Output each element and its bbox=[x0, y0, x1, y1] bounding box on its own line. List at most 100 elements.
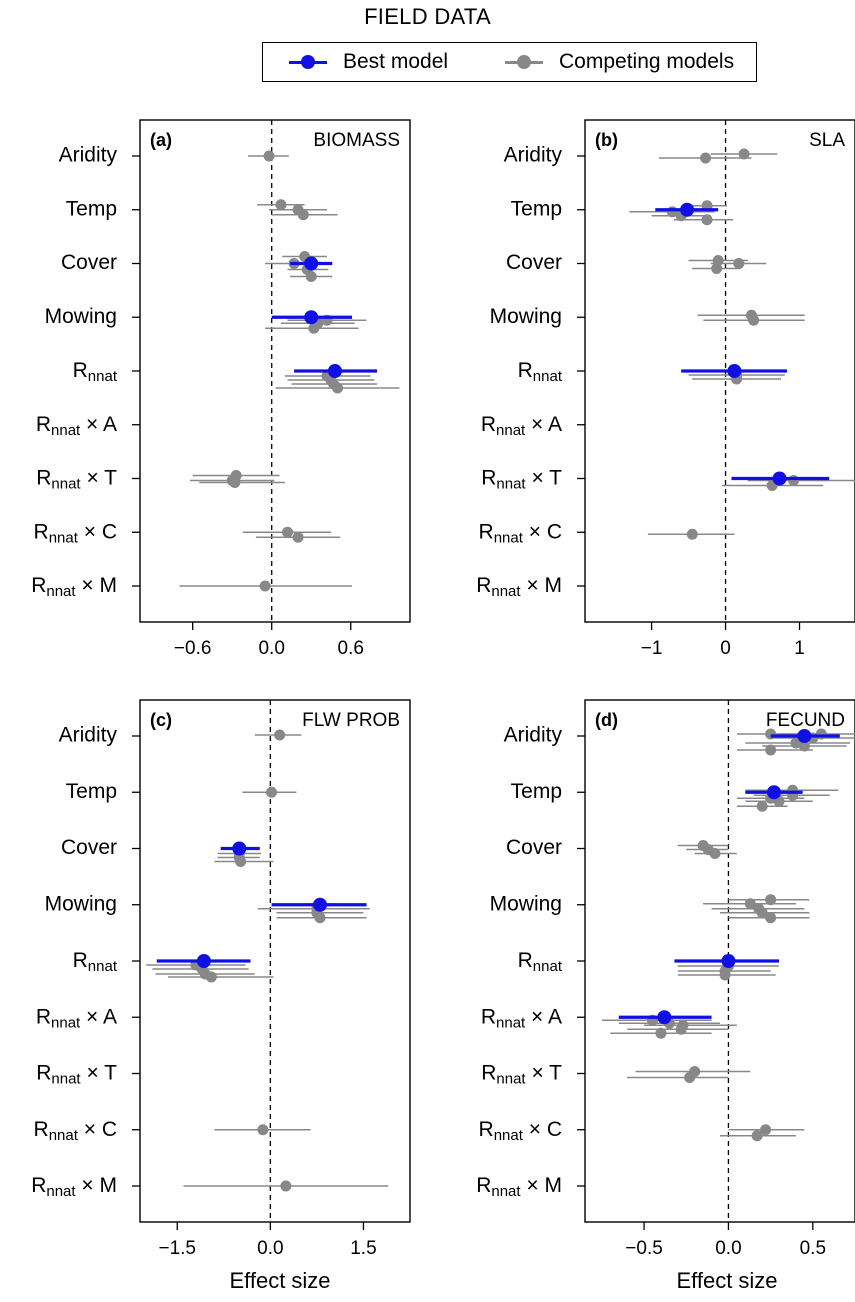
predictor-label: Rnnat × M bbox=[31, 574, 117, 600]
competing-point bbox=[266, 786, 278, 798]
competing-point bbox=[765, 912, 777, 924]
predictor-label: Temp bbox=[511, 197, 562, 220]
panel-tag: (b) bbox=[595, 130, 618, 150]
competing-point bbox=[282, 526, 294, 538]
predictor-label: Aridity bbox=[504, 724, 563, 747]
best-point bbox=[680, 202, 695, 217]
predictor-label: Rnnat × A bbox=[36, 412, 117, 438]
competing-point bbox=[733, 258, 745, 269]
x-tick-label: 0.0 bbox=[257, 1238, 283, 1259]
x-tick-label: −0.6 bbox=[174, 638, 212, 659]
data-layer bbox=[629, 148, 855, 540]
predictor-label: Rnnat × M bbox=[31, 1174, 117, 1200]
predictor-label: Rnnat × C bbox=[479, 520, 562, 546]
competing-point bbox=[292, 531, 304, 543]
panel-c: (c) FLW PROB Aridity Temp Cover Mowing Rnnat Rn… bbox=[31, 699, 411, 1259]
panel-title: SLA bbox=[809, 130, 845, 151]
predictor-label: Rnnat bbox=[73, 359, 118, 385]
predictor-label: Mowing bbox=[45, 892, 117, 915]
competing-point bbox=[686, 528, 698, 540]
best-point bbox=[767, 785, 781, 800]
legend-item-competing: Competing models bbox=[501, 43, 734, 81]
predictor-label: Rnnat × M bbox=[476, 1174, 562, 1200]
best-point bbox=[304, 310, 319, 325]
best-point bbox=[797, 729, 812, 743]
predictor-label: Rnnat bbox=[518, 949, 563, 975]
competing-point bbox=[280, 1180, 292, 1192]
predictor-label: Temp bbox=[66, 780, 117, 803]
panel-title: FLW PROB bbox=[302, 710, 400, 731]
competing-point bbox=[765, 894, 777, 906]
legend-item-best: Best model bbox=[285, 43, 448, 81]
predictor-label: Aridity bbox=[504, 144, 563, 167]
best-point bbox=[232, 841, 247, 856]
predictor-label: Rnnat × C bbox=[34, 520, 117, 546]
competing-point bbox=[229, 477, 241, 488]
x-tick-label: −0.5 bbox=[625, 1238, 663, 1259]
legend-label-competing: Competing models bbox=[559, 50, 735, 73]
competing-point bbox=[700, 152, 712, 164]
panel-a: (a) BIOMASS Aridity Temp Cover Mowing Rnnat Rnn… bbox=[31, 119, 411, 659]
competing-point bbox=[205, 971, 217, 983]
predictor-label: Rnnat bbox=[73, 949, 118, 975]
predictor-label: Rnnat × T bbox=[36, 466, 117, 492]
x-tick-label: −1 bbox=[641, 638, 663, 659]
competing-point bbox=[751, 1130, 763, 1142]
competing-point bbox=[308, 322, 320, 334]
legend: Best model Competing models bbox=[262, 42, 757, 82]
best-point bbox=[327, 364, 342, 378]
panel-title: BIOMASS bbox=[313, 130, 400, 151]
competing-point bbox=[701, 214, 713, 226]
predictor-label: Mowing bbox=[490, 305, 562, 328]
best-point bbox=[657, 1010, 672, 1025]
predictor-label: Rnnat × C bbox=[479, 1117, 562, 1143]
competing-point bbox=[235, 856, 247, 867]
competing-point bbox=[719, 969, 731, 981]
competing-point bbox=[314, 912, 326, 924]
competing-point bbox=[655, 1027, 667, 1039]
predictor-label: Rnnat × T bbox=[36, 1061, 117, 1087]
data-layer bbox=[179, 150, 400, 592]
competing-point bbox=[744, 898, 756, 910]
panel-tag: (a) bbox=[150, 130, 172, 150]
legend-label-best: Best model bbox=[343, 50, 449, 73]
predictor-label: Rnnat × A bbox=[481, 1005, 562, 1031]
legend-swatch-competing bbox=[501, 54, 547, 70]
x-axis-label-left: Effect size bbox=[229, 1268, 331, 1293]
panel-b: (b) SLA Aridity Temp Cover Mowing Rnnat Rnnat ×… bbox=[476, 119, 855, 659]
competing-point bbox=[257, 1124, 269, 1136]
competing-point bbox=[788, 475, 800, 486]
predictor-label: Temp bbox=[66, 197, 117, 220]
predictor-label: Mowing bbox=[45, 305, 117, 328]
predictor-label: Rnnat × T bbox=[481, 466, 562, 492]
competing-point bbox=[709, 848, 721, 859]
predictor-label: Cover bbox=[61, 251, 117, 274]
panel-d: (d) FECUND Aridity Temp Cover Mowing Rnnat Rnna… bbox=[476, 699, 855, 1259]
data-layer bbox=[146, 729, 389, 1192]
legend-swatch-best bbox=[285, 54, 331, 70]
competing-point bbox=[711, 263, 723, 274]
predictor-label: Rnnat × M bbox=[476, 574, 562, 600]
predictor-label: Mowing bbox=[490, 892, 562, 915]
predictor-label: Aridity bbox=[59, 724, 118, 747]
x-tick-label: 0 bbox=[720, 638, 731, 659]
x-tick-label: 0.0 bbox=[715, 1238, 741, 1259]
predictor-label: Cover bbox=[506, 836, 562, 859]
panel-tag: (d) bbox=[595, 710, 618, 730]
x-tick-label: 0.0 bbox=[258, 638, 284, 659]
predictor-label: Aridity bbox=[59, 144, 118, 167]
predictor-label: Rnnat × C bbox=[34, 1117, 117, 1143]
competing-point bbox=[332, 382, 344, 394]
best-point bbox=[196, 954, 211, 968]
panel-title: FECUND bbox=[766, 710, 845, 731]
x-tick-label: 1.5 bbox=[350, 1238, 376, 1259]
competing-point bbox=[675, 1023, 687, 1035]
best-point bbox=[304, 256, 319, 271]
predictor-label: Cover bbox=[506, 251, 562, 274]
predictor-label: Temp bbox=[511, 780, 562, 803]
best-point bbox=[721, 954, 736, 968]
x-tick-label: 0.6 bbox=[338, 638, 364, 659]
competing-point bbox=[765, 744, 777, 756]
competing-point bbox=[756, 800, 768, 812]
best-point bbox=[313, 897, 327, 912]
